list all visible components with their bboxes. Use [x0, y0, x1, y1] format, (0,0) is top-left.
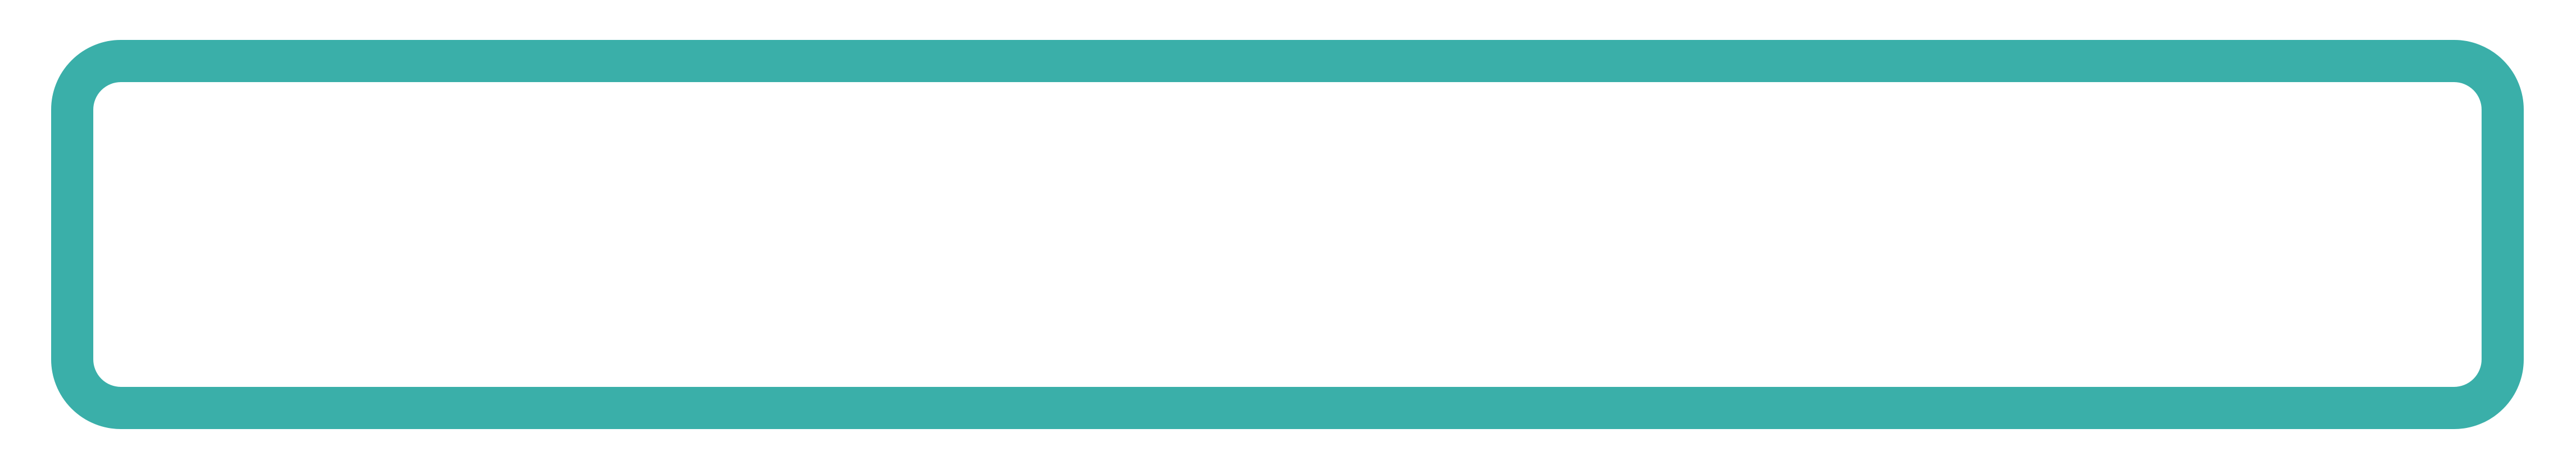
rounded-frame [51, 40, 2524, 429]
frame-content [93, 82, 2482, 387]
